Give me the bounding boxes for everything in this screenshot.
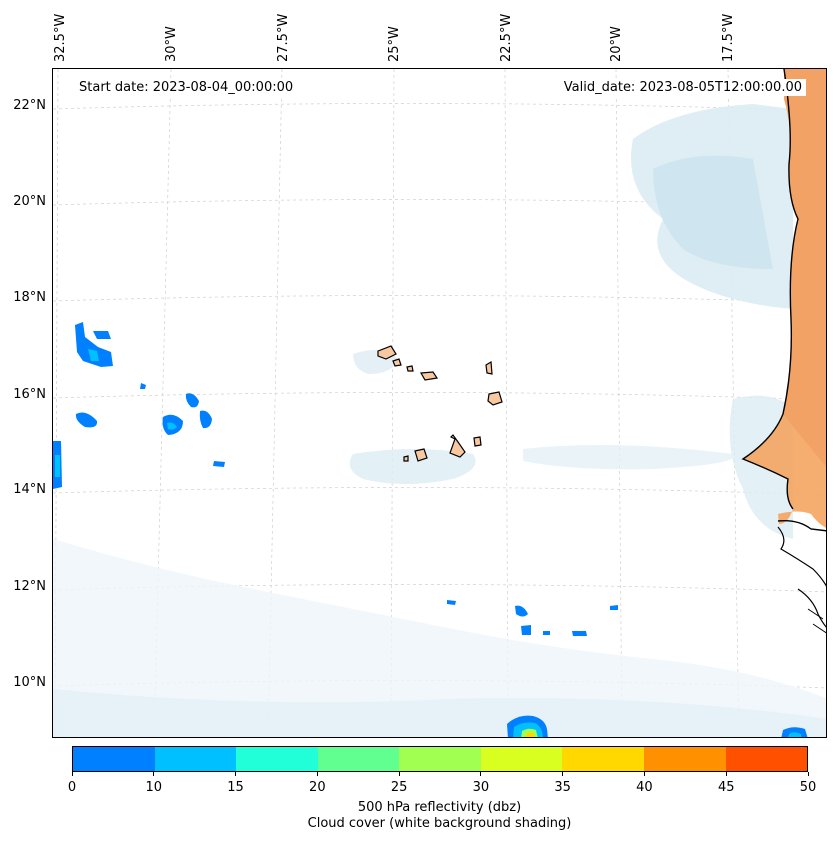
colorbar-label: 500 hPa reflectivity (dbz) Cloud cover (…: [21, 800, 837, 832]
cape-verde-islands: [377, 345, 503, 462]
lat-label-12n: 12°N: [13, 579, 46, 594]
colorbar-tick-label: 20: [309, 780, 326, 795]
colorbar-tick: [71, 772, 73, 776]
colorbar-tick: [643, 772, 645, 776]
colorbar-tick: [316, 772, 318, 776]
colorbar-segment-10-15: [154, 747, 237, 771]
colorbar-segment-35-40: [562, 747, 644, 771]
lon-label-17-5w: 17.5°W: [721, 13, 736, 62]
cloud-cover: [53, 104, 826, 737]
colorbar-tick-label: 0: [67, 780, 77, 795]
colorbar-tick-label: 35: [554, 780, 571, 795]
lon-label-20w: 20°W: [609, 26, 624, 62]
lat-label-22n: 22°N: [13, 98, 46, 113]
colorbar-segment-0-10: [73, 747, 155, 771]
colorbar-label-line1: 500 hPa reflectivity (dbz): [357, 800, 522, 815]
colorbar-tick: [725, 772, 727, 776]
lat-label-18n: 18°N: [13, 290, 46, 305]
colorbar-tick-label: 45: [717, 780, 735, 795]
colorbar-tick: [480, 772, 482, 776]
colorbar-label-line2: Cloud cover (white background shading): [307, 816, 572, 831]
valid-date-label: Valid_date: 2023-08-05T12:00:00.00: [559, 79, 806, 96]
lon-label-30w: 30°W: [164, 26, 179, 62]
colorbar-tick: [562, 772, 564, 776]
start-date-label: Start date: 2023-08-04_00:00:00: [75, 79, 298, 96]
lon-label-27-5w: 27.5°W: [276, 13, 291, 62]
lon-label-25w: 25°W: [387, 26, 402, 62]
lat-label-20n: 20°N: [13, 194, 46, 209]
lon-label-32-5w: 32.5°W: [53, 13, 68, 62]
colorbar-segment-15-20: [236, 747, 318, 771]
colorbar-tick-label: 40: [636, 780, 653, 795]
lat-label-16n: 16°N: [13, 387, 46, 402]
colorbar-tick: [398, 772, 400, 776]
lat-label-14n: 14°N: [13, 482, 46, 497]
lon-label-22-5w: 22.5°W: [499, 13, 514, 62]
colorbar-tick-label: 10: [145, 780, 163, 795]
colorbar-segment-30-35: [480, 747, 563, 771]
colorbar-segment-40-45: [643, 747, 726, 771]
colorbar-segment-20-25: [317, 747, 400, 771]
colorbar-segment-45-50: [725, 747, 808, 771]
colorbar-segments: [72, 746, 808, 772]
lat-label-10n: 10°N: [13, 675, 46, 690]
colorbar: [72, 746, 808, 772]
map-canvas: [53, 69, 826, 737]
map-frame: Start date: 2023-08-04_00:00:00 Valid_da…: [52, 68, 827, 738]
colorbar-segment-25-30: [399, 747, 481, 771]
colorbar-tick-label: 30: [472, 780, 490, 795]
colorbar-tick: [153, 772, 155, 776]
colorbar-tick-label: 15: [227, 780, 244, 795]
colorbar-tick-label: 50: [799, 780, 817, 795]
colorbar-tick: [235, 772, 237, 776]
reflectivity-cells: [53, 322, 808, 737]
west-africa-land: [741, 69, 826, 634]
colorbar-tick-label: 25: [390, 780, 408, 795]
colorbar-tick: [807, 772, 809, 776]
